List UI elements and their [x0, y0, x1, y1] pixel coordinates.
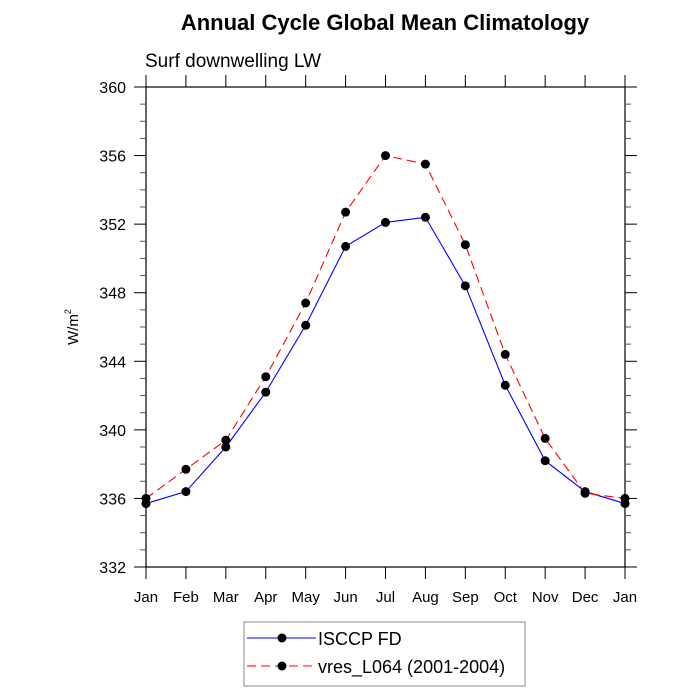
- data-point: [420, 212, 430, 222]
- x-tick-label: Feb: [173, 589, 199, 606]
- y-tick-label: 340: [99, 423, 126, 440]
- legend-box: [243, 621, 526, 687]
- data-point: [341, 241, 351, 251]
- y-tick-label: 356: [99, 149, 126, 166]
- x-tick-label: Nov: [532, 589, 559, 606]
- legend-marker: [277, 661, 287, 671]
- x-tick-label: May: [291, 589, 320, 606]
- y-axis-label-superscript: 2: [63, 309, 73, 314]
- x-tick-label: Apr: [254, 589, 277, 606]
- x-tick-label: Jan: [613, 589, 637, 606]
- data-point: [181, 464, 191, 474]
- data-point: [620, 493, 630, 503]
- y-axis-label: W/m2: [63, 309, 82, 345]
- series-1: [141, 151, 630, 503]
- x-tick-label: Aug: [412, 589, 439, 606]
- chart-title: Annual Cycle Global Mean Climatology: [181, 10, 590, 35]
- chart-subtitle: Surf downwelling LW: [145, 51, 321, 72]
- data-point: [500, 349, 510, 359]
- data-point: [261, 387, 271, 397]
- data-point: [460, 240, 470, 250]
- x-tick-label: Sep: [452, 589, 479, 606]
- y-tick-label: 344: [99, 354, 126, 371]
- data-point: [420, 159, 430, 169]
- y-tick-label: 332: [99, 560, 126, 577]
- data-point: [381, 151, 390, 161]
- data-point: [540, 433, 550, 443]
- x-tick-label: Oct: [494, 589, 518, 606]
- data-point: [580, 488, 590, 498]
- series-0: [141, 212, 630, 509]
- y-tick-label: 360: [99, 80, 126, 97]
- data-point: [221, 435, 231, 445]
- data-point: [540, 456, 550, 466]
- x-tick-label: Jul: [376, 589, 395, 606]
- data-point: [301, 298, 311, 308]
- data-point: [460, 281, 470, 291]
- data-point: [301, 320, 311, 330]
- x-tick-label: Jan: [134, 589, 158, 606]
- y-tick-label: 348: [99, 286, 126, 303]
- legend-label: ISCCP FD: [318, 629, 402, 649]
- series-line: [145, 154, 626, 499]
- data-point: [381, 217, 390, 227]
- legend-label: vres_L064 (2001-2004): [318, 657, 505, 678]
- x-tick-label: Mar: [213, 589, 239, 606]
- y-axis-label-text: W/m: [65, 314, 82, 345]
- series-line: [145, 216, 626, 505]
- legend: ISCCP FD vres_L064 (2001-2004): [243, 621, 526, 687]
- legend-marker: [277, 633, 287, 643]
- data-point: [181, 487, 191, 497]
- y-tick-label: 336: [99, 491, 126, 508]
- data-point: [500, 380, 510, 390]
- x-tick-label: Jun: [333, 589, 357, 606]
- x-tick-label: Dec: [572, 589, 599, 606]
- data-point: [141, 493, 151, 503]
- data-point: [221, 442, 231, 452]
- data-point: [341, 207, 351, 217]
- svg-text:W/m2: W/m2: [63, 309, 82, 345]
- data-point: [261, 372, 271, 382]
- y-tick-label: 352: [99, 217, 126, 234]
